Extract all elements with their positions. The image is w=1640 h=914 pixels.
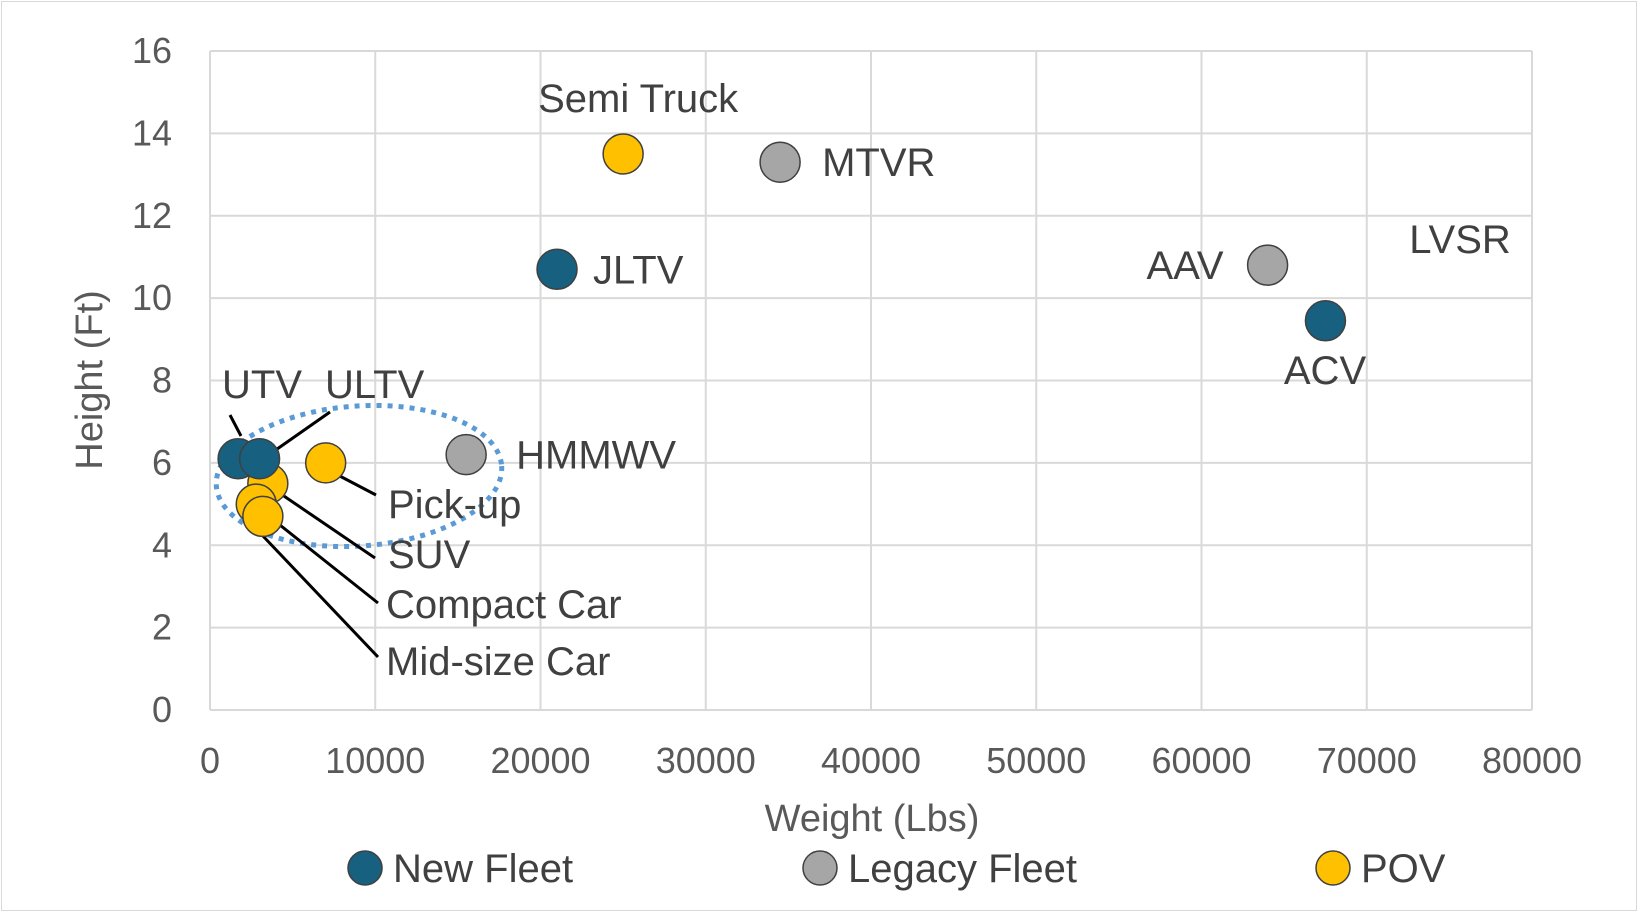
x-tick-label: 10000 [325, 740, 425, 781]
y-tick-label: 4 [152, 524, 172, 565]
x-axis-title: Weight (Lbs) [765, 798, 980, 840]
legend-item-legacy-fleet: Legacy Fleet [802, 847, 1077, 891]
point-ultv [238, 438, 281, 480]
y-tick-label: 8 [152, 360, 172, 401]
legend-label-legacy-fleet: Legacy Fleet [848, 847, 1077, 891]
grid-lines [209, 50, 1533, 711]
legend-marker-pov [1315, 850, 1351, 886]
y-tick-label: 10 [132, 277, 172, 318]
label-acv: ACV [1284, 349, 1367, 393]
x-tick-label: 40000 [821, 740, 921, 781]
legend-marker-new-fleet [347, 850, 383, 886]
label-aav: AAV [1147, 244, 1224, 288]
leader-line-suv [277, 490, 376, 560]
point-hmmwv [445, 433, 487, 476]
label-compact-car: Compact Car [386, 583, 622, 627]
point-pick-up [304, 442, 347, 484]
x-tick-label: 70000 [1317, 740, 1417, 781]
point-mid-size-car [242, 495, 284, 538]
data-points [217, 133, 1347, 538]
label-ultv: ULTV [325, 363, 425, 407]
label-hmmwv: HMMWV [516, 434, 676, 478]
y-tick-label: 12 [132, 195, 172, 236]
y-tick-label: 16 [132, 30, 172, 71]
label-mtvr: MTVR [822, 141, 935, 185]
label-pick-up: Pick-up [388, 483, 521, 527]
highlight-ellipse [213, 402, 505, 550]
x-tick-label: 30000 [656, 740, 756, 781]
x-tick-label: 0 [200, 740, 220, 781]
legend: New Fleet Legacy Fleet POV [347, 847, 1446, 891]
leader-line-ultv [269, 410, 331, 456]
point-mtvr [759, 141, 801, 183]
y-tick-label: 6 [152, 442, 172, 483]
point-labels: HMMWV MTVR AAV Semi Truck Pick-up SUV Compact … [222, 77, 1511, 684]
point-jltv [536, 248, 578, 291]
label-suv: SUV [388, 533, 471, 577]
leader-line-utv [228, 414, 243, 437]
label-semi-truck: Semi Truck [538, 77, 739, 121]
y-tick-label: 0 [152, 689, 172, 730]
point-acv [1304, 300, 1347, 342]
legend-item-new-fleet: New Fleet [347, 847, 573, 891]
y-axis-title: Height (Ft) [69, 290, 111, 469]
label-jltv: JLTV [593, 248, 684, 292]
point-semi-truck [602, 133, 644, 175]
tick-labels: 0 10000 20000 30000 40000 50000 60000 70000 8000… [132, 30, 1582, 781]
label-lvsr: LVSR [1409, 218, 1511, 262]
legend-label-pov: POV [1361, 847, 1446, 891]
label-mid-size-car: Mid-size Car [386, 640, 610, 684]
leader-line-mid-size-car [260, 533, 380, 659]
point-aav [1246, 244, 1289, 286]
x-tick-label: 80000 [1482, 740, 1582, 781]
label-utv: UTV [222, 363, 302, 407]
x-tick-label: 50000 [986, 740, 1086, 781]
y-tick-label: 2 [152, 607, 172, 648]
y-tick-label: 14 [132, 112, 172, 153]
x-tick-label: 20000 [490, 740, 590, 781]
legend-marker-legacy-fleet [802, 850, 838, 886]
legend-item-pov: POV [1315, 847, 1446, 891]
legend-label-new-fleet: New Fleet [393, 847, 573, 891]
x-tick-label: 60000 [1151, 740, 1251, 781]
